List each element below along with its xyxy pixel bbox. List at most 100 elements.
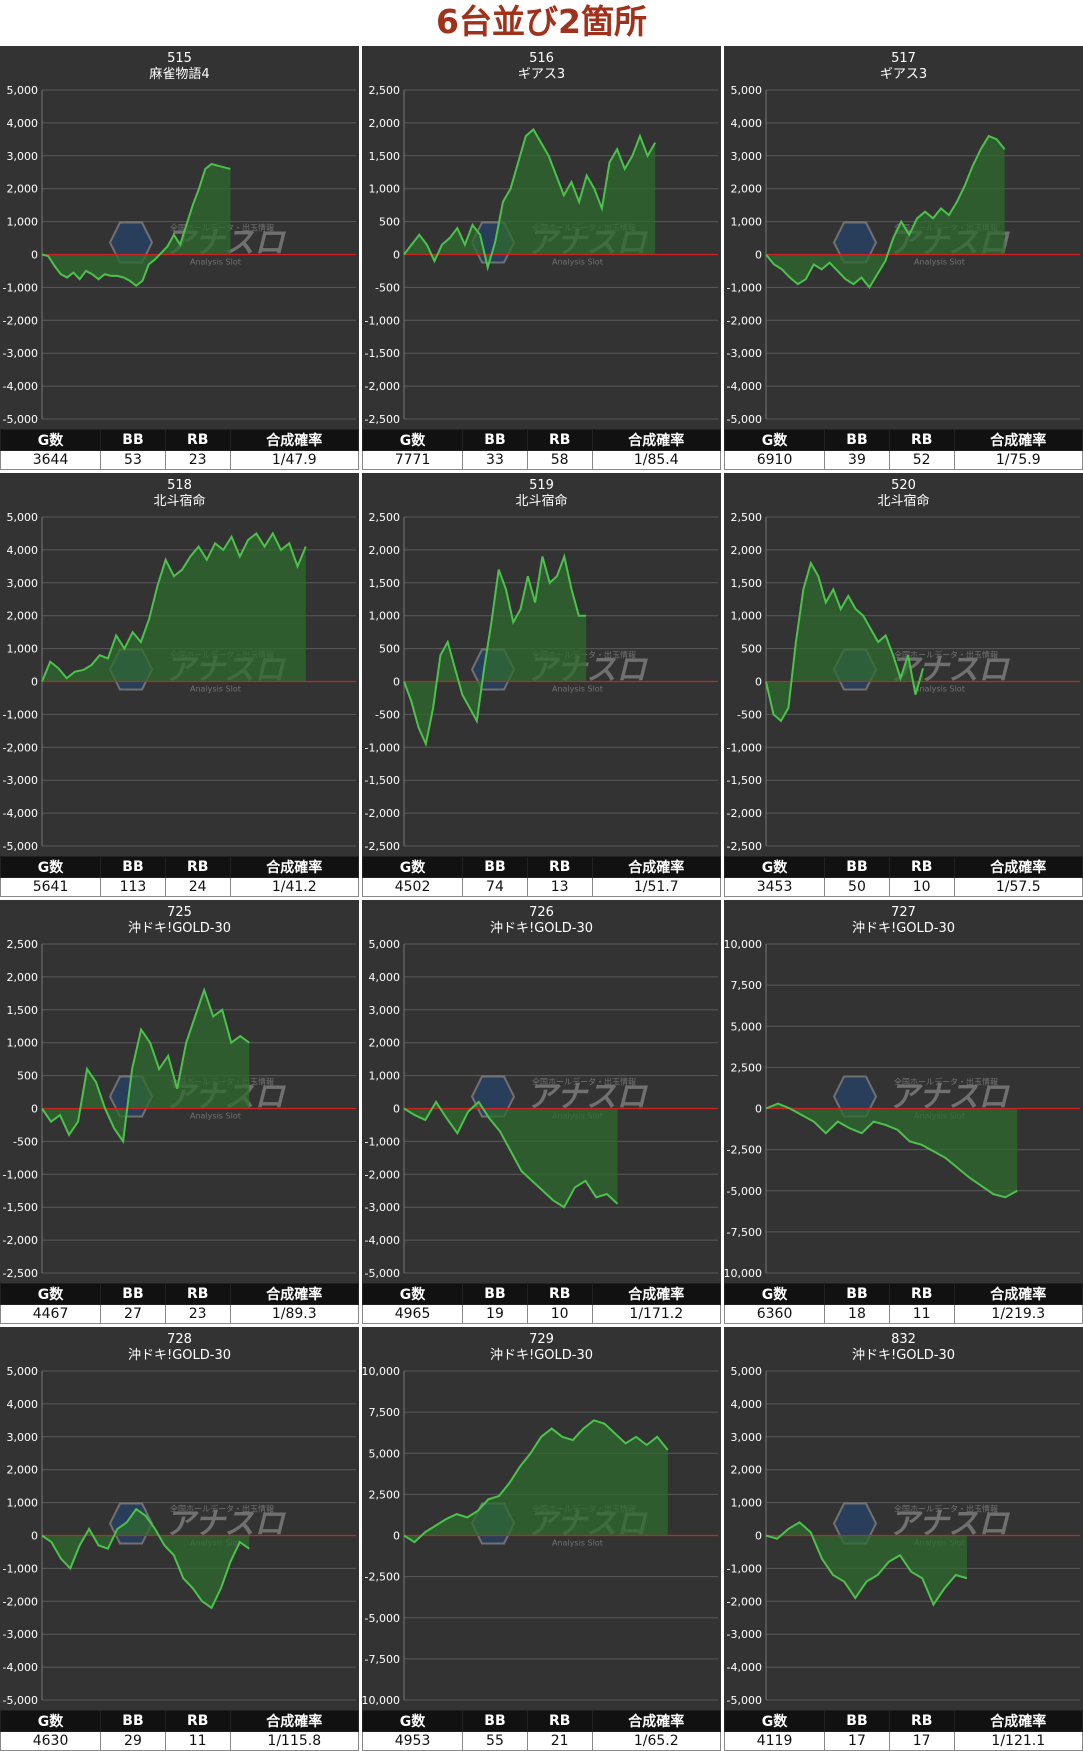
stat-bb: 53	[100, 450, 166, 470]
stat-prob: 1/121.1	[953, 1731, 1083, 1751]
stats-header-cell: BB	[100, 1283, 166, 1305]
y-tick-label: -500	[375, 708, 400, 721]
y-tick-label: 1,000	[731, 216, 763, 229]
series-line	[765, 134, 1006, 290]
stats-header-row: G数 BB RB 合成確率	[723, 856, 1083, 878]
machine-number: 518	[167, 478, 192, 493]
y-tick-label: 2,000	[7, 610, 39, 623]
y-tick-label: 3,000	[7, 577, 39, 590]
y-tick-label: 0	[393, 249, 400, 262]
y-tick-label: 0	[755, 1530, 762, 1543]
y-tick-label: -1,000	[727, 741, 762, 754]
stat-g: 4953	[361, 1731, 464, 1751]
stats-header-cell: G数	[361, 1710, 464, 1732]
y-tick-label: -1,500	[727, 774, 762, 787]
stat-g: 4502	[361, 877, 464, 897]
y-tick-label: 1,000	[369, 610, 401, 623]
stats-header-cell: BB	[100, 1710, 166, 1732]
stats-header-cell: 合成確率	[591, 429, 722, 451]
y-tick-label: -4,000	[365, 1234, 400, 1247]
stats-header-cell: G数	[361, 856, 464, 878]
stats-header-cell: BB	[824, 1710, 890, 1732]
y-tick-label: 3,000	[7, 150, 39, 163]
stat-prob: 1/219.3	[953, 1304, 1083, 1324]
y-tick-label: -1,000	[727, 281, 762, 294]
stats-header-row: G数 BB RB 合成確率	[361, 1283, 722, 1305]
y-tick-label: 4,000	[369, 971, 401, 984]
stat-bb: 113	[100, 877, 166, 897]
watermark-top-text: 全国ホールデータ・出玉情報	[894, 650, 998, 660]
y-tick-label: -2,000	[727, 314, 762, 327]
y-tick-label: 1,000	[731, 610, 763, 623]
y-tick-label: 500	[741, 643, 762, 656]
stats-header-cell: G数	[361, 429, 464, 451]
y-tick-label: 0	[31, 1103, 38, 1116]
stats-header-cell: 合成確率	[953, 1710, 1083, 1732]
y-tick-label: -3,000	[365, 1201, 400, 1214]
y-tick-label: 2,500	[731, 1061, 763, 1074]
y-tick-label: 2,000	[7, 1464, 39, 1477]
y-tick-label: 2,500	[369, 511, 401, 524]
page-title: 6台並び2箇所	[436, 2, 647, 41]
stats-header-cell: BB	[462, 856, 528, 878]
y-tick-label: -5,000	[3, 413, 38, 426]
y-tick-label: -1,000	[3, 708, 38, 721]
y-tick-label: 500	[379, 643, 400, 656]
y-tick-label: 3,000	[731, 1431, 763, 1444]
stats-header-cell: G数	[723, 1283, 826, 1305]
stats-table: G数 BB RB 合成確率 4467 27 23 1/89.3	[0, 1283, 360, 1324]
y-tick-label: -3,000	[727, 1628, 762, 1641]
stats-header-row: G数 BB RB 合成確率	[0, 1283, 360, 1305]
y-tick-label: 5,000	[731, 84, 763, 97]
series-area	[766, 136, 1005, 288]
machine-name: 沖ドキ!GOLD-30	[128, 921, 231, 936]
y-tick-label: -5,000	[365, 1267, 400, 1280]
watermark-top-text: 全国ホールデータ・出玉情報	[170, 1504, 274, 1514]
y-tick-label: 2,000	[731, 1464, 763, 1477]
y-tick-label: -5,000	[3, 1694, 38, 1707]
machine-number: 520	[891, 478, 916, 493]
y-tick-label: 10,000	[724, 938, 762, 951]
y-tick-label: 3,000	[731, 150, 763, 163]
y-tick-label: 0	[755, 676, 762, 689]
stats-table: G数 BB RB 合成確率 4630 29 11 1/115.8	[0, 1710, 360, 1751]
stat-g: 5641	[0, 877, 102, 897]
stats-table: G数 BB RB 合成確率 6910 39 52 1/75.9	[723, 429, 1083, 470]
stats-value-row: 4965 19 10 1/171.2	[361, 1304, 722, 1324]
stats-header-row: G数 BB RB 合成確率	[723, 429, 1083, 451]
stat-rb: 23	[164, 1304, 231, 1324]
y-tick-label: -2,500	[727, 1144, 762, 1157]
series-line	[41, 531, 307, 682]
y-tick-label: -3,000	[3, 347, 38, 360]
stat-rb: 13	[526, 877, 593, 897]
y-tick-label: -2,000	[365, 1168, 400, 1181]
stats-header-cell: 合成確率	[229, 1710, 360, 1732]
series-line	[41, 986, 250, 1145]
stat-prob: 1/65.2	[591, 1731, 722, 1751]
y-tick-label: -500	[375, 281, 400, 294]
stats-header-cell: RB	[526, 1710, 593, 1732]
stats-header-cell: 合成確率	[953, 856, 1083, 878]
y-tick-label: -1,000	[3, 1168, 38, 1181]
y-tick-label: -1,500	[365, 347, 400, 360]
y-tick-label: 1,000	[7, 643, 39, 656]
y-tick-label: -10,000	[724, 1267, 762, 1280]
stat-prob: 1/85.4	[591, 450, 722, 470]
stat-bb: 27	[100, 1304, 166, 1324]
stats-value-row: 4119 17 17 1/121.1	[723, 1731, 1083, 1751]
machine-name: ギアス3	[518, 67, 565, 82]
y-tick-label: -3,000	[727, 347, 762, 360]
series-line	[403, 1419, 669, 1544]
chart-panel: 728 沖ドキ!GOLD-30 5,000 4,000 3,000 2,000 1,000 0…	[0, 1327, 360, 1751]
stats-value-row: 4502 74 13 1/51.7	[361, 877, 722, 897]
stats-value-row: 6910 39 52 1/75.9	[723, 450, 1083, 470]
y-tick-label: -2,000	[3, 314, 38, 327]
y-tick-label: 0	[393, 1530, 400, 1543]
stats-table: G数 BB RB 合成確率 5641 113 24 1/41.2	[0, 856, 360, 897]
y-tick-label: 1,000	[731, 1497, 763, 1510]
y-tick-label: -4,000	[3, 380, 38, 393]
stats-header-cell: 合成確率	[229, 856, 360, 878]
series-line	[765, 560, 924, 723]
stats-header-row: G数 BB RB 合成確率	[361, 856, 722, 878]
